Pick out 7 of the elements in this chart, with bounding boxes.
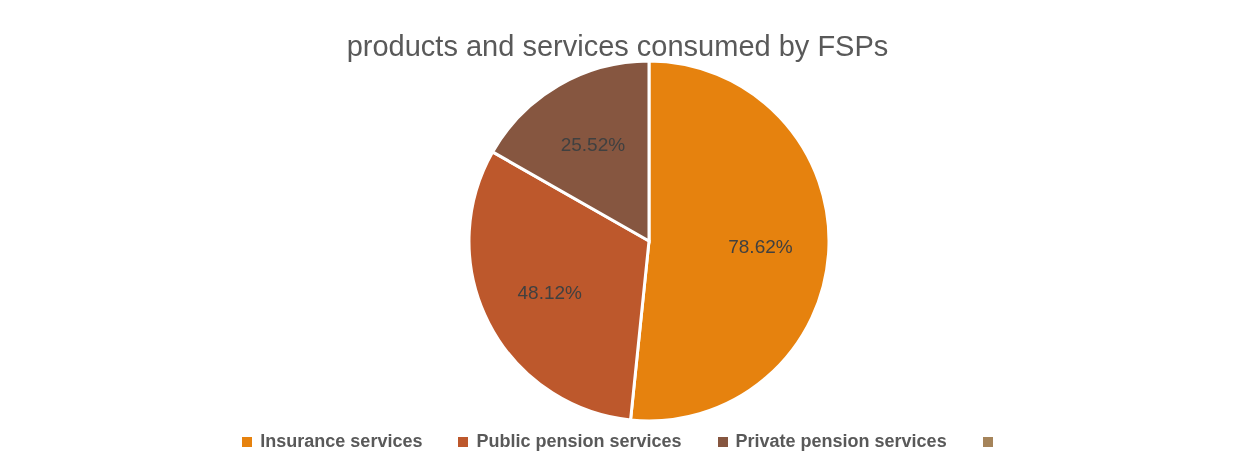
chart-title: products and services consumed by FSPs xyxy=(345,30,890,63)
data-label: 78.62% xyxy=(728,236,793,258)
legend-label: Public pension services xyxy=(476,431,682,452)
data-label: 25.52% xyxy=(560,134,626,156)
legend-label: Private pension services xyxy=(735,431,947,452)
data-label: 48.12% xyxy=(517,281,583,303)
legend-label: Insurance services xyxy=(260,431,423,452)
